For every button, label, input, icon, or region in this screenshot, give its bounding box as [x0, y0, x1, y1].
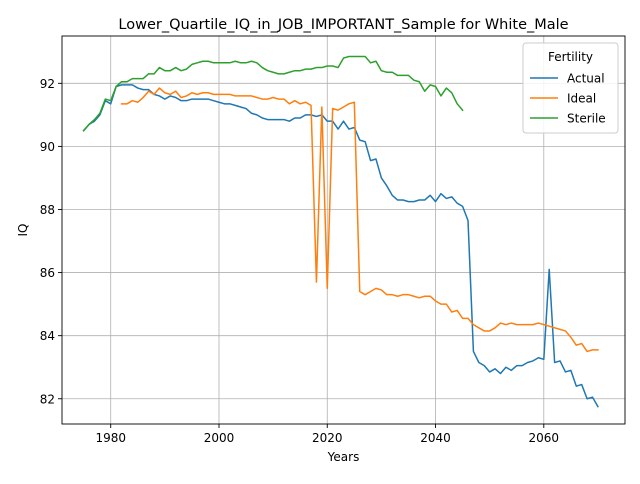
y-tick-label: 92 — [40, 77, 55, 91]
x-tick-label: 1980 — [95, 431, 126, 445]
x-tick-label: 2020 — [312, 431, 343, 445]
legend-label-sterile: Sterile — [567, 112, 606, 126]
y-tick-label: 82 — [40, 392, 55, 406]
x-tick-label: 2060 — [529, 431, 560, 445]
y-tick-label: 90 — [40, 140, 55, 154]
x-axis-label: Years — [327, 450, 360, 464]
y-axis-label: IQ — [16, 224, 30, 237]
legend: Fertility Actual Ideal Sterile — [523, 43, 618, 133]
chart-title: Lower_Quartile_IQ_in_JOB_IMPORTANT_Sampl… — [118, 17, 568, 33]
legend-label-ideal: Ideal — [567, 92, 596, 106]
legend-title: Fertility — [548, 50, 593, 64]
x-tick-label: 2040 — [420, 431, 451, 445]
y-tick-label: 86 — [40, 266, 55, 280]
y-tick-label: 84 — [40, 329, 55, 343]
y-tick-label: 88 — [40, 203, 55, 217]
legend-label-actual: Actual — [567, 72, 605, 86]
x-tick-label: 2000 — [204, 431, 235, 445]
